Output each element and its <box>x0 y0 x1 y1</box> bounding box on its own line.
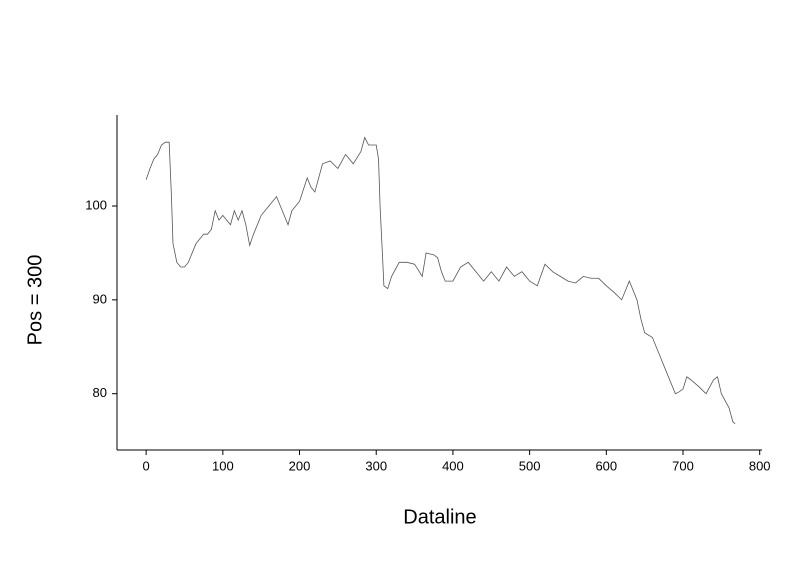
y-tick-label: 90 <box>93 291 107 306</box>
y-tick-label: 80 <box>93 385 107 400</box>
x-tick-label: 100 <box>212 458 234 473</box>
x-tick-label: 200 <box>289 458 311 473</box>
data-line <box>145 136 736 425</box>
x-tick-label: 300 <box>365 458 387 473</box>
y-axis-label: Pos = 300 <box>24 255 46 346</box>
x-axis-label: Dataline <box>403 506 476 528</box>
x-tick-label: 700 <box>672 458 694 473</box>
x-tick-label: 600 <box>595 458 617 473</box>
x-tick-label: 800 <box>749 458 771 473</box>
x-tick-label: 0 <box>143 458 150 473</box>
x-tick-label: 500 <box>519 458 541 473</box>
x-tick-label: 400 <box>442 458 464 473</box>
y-tick-label: 100 <box>85 197 107 212</box>
